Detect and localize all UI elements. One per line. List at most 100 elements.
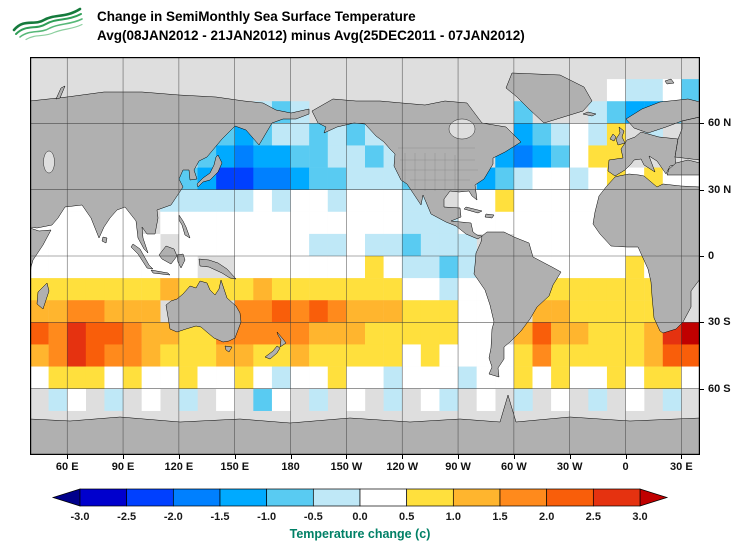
sst-anomaly-cell: [48, 300, 68, 323]
sst-anomaly-cell: [216, 189, 235, 212]
sst-anomaly-cell: [141, 278, 161, 301]
sst-anomaly-cell: [365, 300, 384, 323]
sst-anomaly-cell: [30, 256, 49, 279]
sst-anomaly-cell: [271, 344, 291, 367]
sst-anomaly-cell: [383, 344, 403, 367]
sst-anomaly-cell: [588, 123, 608, 146]
sst-anomaly-cell: [551, 123, 570, 146]
sst-anomaly-cell: [160, 278, 180, 301]
sst-anomaly-cell: [327, 344, 347, 367]
sst-anomaly-cell: [234, 211, 254, 235]
sst-anomaly-cell: [48, 278, 68, 301]
lon-axis-tick: [178, 455, 180, 459]
sst-anomaly-cell: [569, 366, 589, 389]
colorbar-tick-label: -1.5: [211, 511, 230, 523]
land-south-america: [473, 231, 562, 378]
sst-anomaly-cell: [588, 366, 608, 389]
sst-anomaly-cell: [309, 211, 328, 235]
sst-anomaly-cell: [234, 167, 254, 190]
sst-anomaly-cell: [402, 322, 422, 345]
colorbar-segment: [499, 488, 548, 507]
land-ireland: [609, 133, 617, 142]
lon-axis-tick: [625, 455, 627, 459]
sst-anomaly-cell: [141, 344, 161, 367]
sst-anomaly-cell: [290, 256, 310, 279]
sst-anomaly-cell: [85, 366, 105, 389]
colorbar-segment: [312, 488, 361, 507]
sst-anomaly-cell: [662, 79, 682, 102]
sst-anomaly-cell: [253, 233, 273, 257]
sst-anomaly-cell: [123, 366, 142, 389]
sst-anomaly-cell: [160, 366, 180, 389]
sst-anomaly-cell: [346, 256, 366, 279]
sst-anomaly-cell: [309, 123, 328, 146]
sst-anomaly-cell: [346, 189, 366, 212]
sst-anomaly-cell: [178, 366, 198, 389]
sst-anomaly-cell: [644, 366, 663, 389]
sst-anomaly-cell: [532, 123, 552, 146]
sst-anomaly-cell: [606, 344, 626, 367]
sst-anomaly-cell: [551, 278, 570, 301]
sst-anomaly-cell: [271, 189, 291, 212]
land-antarctica: [30, 394, 700, 455]
sst-anomaly-cell: [290, 145, 310, 168]
sst-anomaly-cell: [253, 366, 273, 389]
sst-anomaly-cell: [513, 344, 533, 367]
page-subtitle: Avg(08JAN2012 - 21JAN2012) minus Avg(25D…: [97, 28, 525, 43]
graticule-grid: [30, 57, 700, 455]
sst-anomaly-cell: [383, 366, 403, 389]
sst-anomaly-cell: [606, 322, 626, 345]
sst-anomaly-cell: [253, 189, 273, 212]
sst-anomaly-cell: [420, 278, 440, 301]
sst-anomaly-cell: [216, 366, 235, 389]
sst-anomaly-cell: [346, 300, 366, 323]
sst-anomaly-cell: [48, 322, 68, 345]
sst-anomaly-cell: [197, 189, 217, 212]
sst-anomaly-cell: [253, 211, 273, 235]
sst-anomaly-cell: [327, 322, 347, 345]
sst-anomaly-cell: [439, 322, 459, 345]
sst-anomaly-cell: [365, 256, 384, 279]
sst-anomaly-cell: [365, 322, 384, 345]
lon-axis-tick: [569, 455, 571, 459]
sst-anomaly-cell: [178, 344, 198, 367]
sst-anomaly-cell: [234, 233, 254, 257]
sst-anomaly-cell: [606, 256, 626, 279]
sst-anomaly-cell: [420, 233, 440, 257]
sst-anomaly-cell: [513, 388, 533, 411]
sst-anomaly-cell: [383, 211, 403, 235]
sst-anomaly-cell: [253, 300, 273, 323]
lon-axis-label: 60 E: [55, 461, 79, 473]
sst-anomaly-cell: [346, 344, 366, 367]
sst-anomaly-cell: [439, 344, 459, 367]
lon-axis-label: 150 W: [330, 461, 363, 473]
sst-anomaly-cell: [290, 211, 310, 235]
colorbar-tick-label: -3.0: [71, 511, 90, 523]
sst-anomaly-cell: [309, 145, 328, 168]
lon-axis-label: 150 E: [220, 461, 250, 473]
sst-anomaly-cell: [476, 322, 496, 345]
sst-anomaly-cell: [253, 322, 273, 345]
sst-anomaly-cell: [625, 344, 645, 367]
sst-anomaly-cell: [346, 123, 366, 146]
sst-anomaly-cell: [271, 388, 291, 411]
sst-anomaly-cell: [309, 167, 328, 190]
sst-anomaly-cell: [625, 278, 645, 301]
land-layer: [30, 72, 700, 455]
sst-anomaly-cell: [569, 300, 589, 323]
lon-axis-tick: [402, 455, 404, 459]
colorbar-tick-label: 3.0: [632, 511, 647, 523]
sst-anomaly-cell: [309, 256, 328, 279]
sst-anomaly-cell: [67, 278, 87, 301]
land-svalbard: [664, 78, 675, 85]
sst-anomaly-cell: [271, 211, 291, 235]
lat-axis-tick: [700, 189, 704, 191]
page-title: Change in SemiMonthly Sea Surface Temper…: [97, 9, 416, 24]
lon-axis-tick: [67, 455, 69, 459]
sst-anomaly-cell: [569, 256, 589, 279]
land-java: [150, 269, 171, 276]
sst-anomaly-cell: [67, 233, 87, 257]
sst-anomaly-cell: [439, 300, 459, 323]
sst-anomaly-cell: [104, 300, 124, 323]
sst-anomaly-cell: [253, 344, 273, 367]
